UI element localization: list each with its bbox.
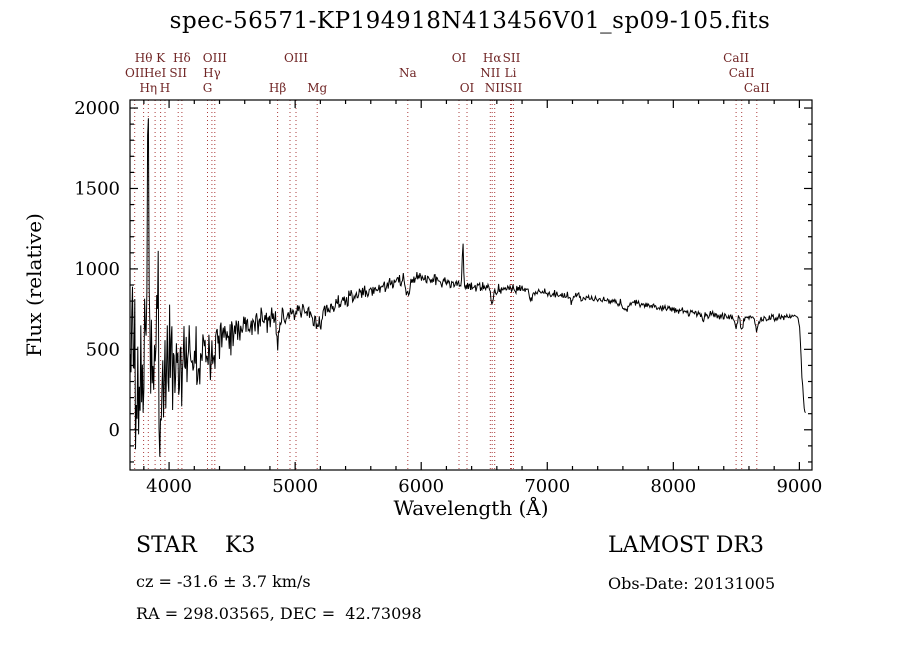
axes-box [129,99,813,471]
spectral-line-label: Hδ [173,51,191,65]
spectral-line-label: SII [169,66,187,80]
spectral-line-label: G [203,81,213,95]
x-tick-label: 5000 [272,476,318,497]
spectral-line-label: CaII [729,66,755,80]
spectral-line-label: Hη [139,81,157,95]
survey-name-text: LAMOST DR3 [608,533,764,558]
spectral-line-label: SII [503,51,521,65]
y-tick-label: 2000 [74,98,120,119]
spectral-line-label: SII [505,81,523,95]
spectral-line-label: HeI [144,66,167,80]
spectral-line-label: OIII [203,51,227,65]
spectral-line-label: CaII [723,51,749,65]
spectral-line-label: CaII [744,81,770,95]
x-tick-label: 9000 [776,476,822,497]
spectral-line-markers [134,100,758,470]
y-axis-label: Flux (relative) [22,213,46,357]
cz-velocity-text: cz = -31.6 ± 3.7 km/s [136,572,311,591]
ra-dec-text: RA = 298.03565, DEC = 42.73098 [136,604,422,623]
x-axis-label: Wavelength (Å) [393,496,549,520]
spectral-line-label: Mg [307,81,327,95]
spectral-line-label: OIII [284,51,308,65]
y-tick-label: 0 [109,420,120,441]
plot-title: spec-56571-KP194918N413456V01_sp09-105.f… [169,8,771,34]
spectral-line-label: Hγ [203,66,221,80]
spectral-line-label: Hβ [269,81,286,95]
spectral-line-label: NII [485,81,505,95]
x-tick-label: 8000 [650,476,696,497]
spectral-line-label: NII [480,66,500,80]
spectral-line-label: OI [460,81,475,95]
spectral-line-label: OII [125,66,145,80]
x-tick-label: 4000 [146,476,192,497]
spectral-line-label: Hθ [135,51,153,65]
spectral-line-label: OI [452,51,467,65]
spectral-line-label: Li [505,66,517,80]
spectral-line-label: Hα [483,51,502,65]
spectral-line-label: K [156,51,166,65]
spectral-line-label: H [160,81,170,95]
x-tick-label: 6000 [398,476,444,497]
x-tick-label: 7000 [524,476,570,497]
y-tick-label: 500 [86,339,120,360]
spectral-line-label: Na [399,66,417,80]
classification-text: STAR K3 [136,533,256,558]
y-tick-label: 1000 [74,259,120,280]
spectrum-trace [129,118,806,457]
y-tick-label: 1500 [74,178,120,199]
tick-labels: 4000 5000 6000 7000 8000 9000 0 500 1000 1500 2000 [74,98,822,497]
spectral-line-labels: OIIHθHηHeIKHSIIHδGHγOIIIHβOIIIMgNaOIOINI… [125,51,770,95]
obs-date-text: Obs-Date: 20131005 [608,574,776,593]
